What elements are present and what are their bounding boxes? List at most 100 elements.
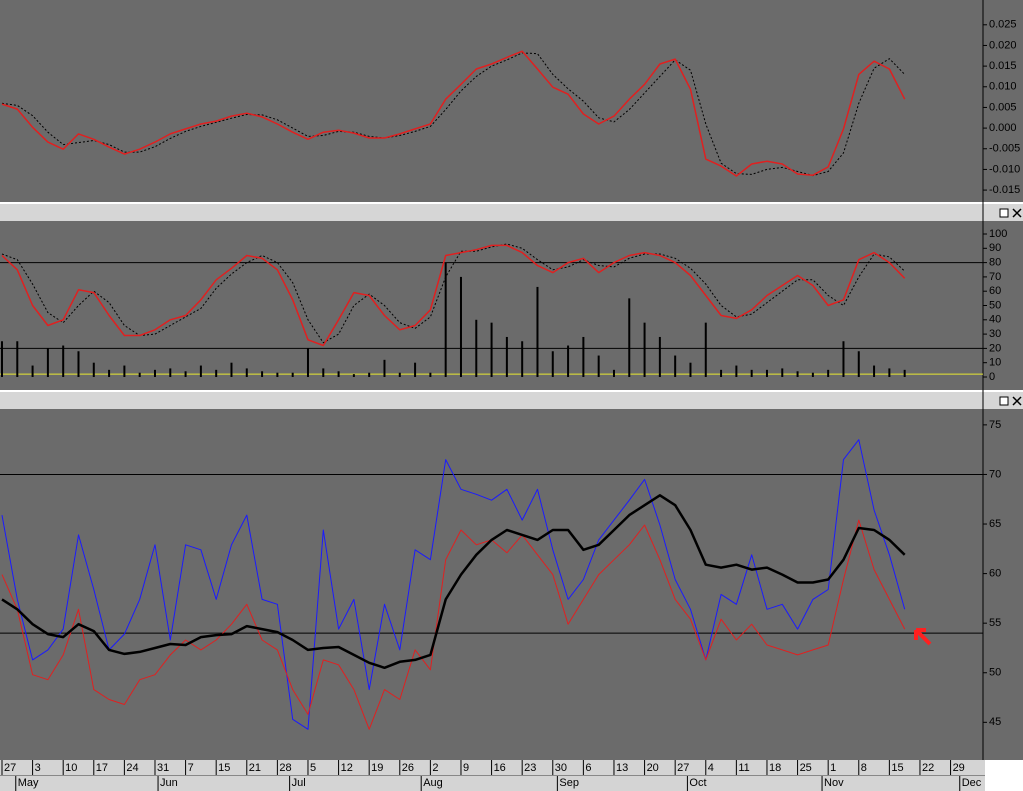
bar	[398, 372, 401, 377]
series-line	[1, 243, 906, 344]
maximize-button[interactable]	[999, 396, 1009, 406]
maximize-button[interactable]	[999, 208, 1009, 218]
bar	[873, 365, 876, 377]
bar	[383, 359, 386, 377]
bar	[337, 371, 340, 377]
y-tick-label: 0.000	[989, 122, 1017, 134]
month-label: May	[18, 777, 39, 789]
bar	[215, 369, 218, 377]
bar	[0, 341, 3, 377]
month-label: Oct	[689, 777, 706, 789]
y-tick-label: 75	[989, 419, 1001, 431]
bar	[551, 351, 554, 377]
bar	[720, 369, 723, 377]
y-tick-label: 100	[989, 228, 1007, 240]
bar	[582, 336, 585, 377]
bar	[184, 371, 187, 377]
bar	[138, 372, 141, 377]
close-button[interactable]	[1012, 396, 1022, 406]
x-tick-label: 30	[555, 762, 567, 774]
y-tick-label: 0.005	[989, 101, 1017, 113]
bar	[490, 322, 493, 377]
x-tick-label: 12	[341, 762, 353, 774]
bar	[628, 298, 631, 377]
y-tick-label: -0.005	[989, 143, 1020, 155]
pane-divider	[0, 202, 1023, 221]
pointer-arrow	[914, 628, 932, 646]
bar	[306, 348, 309, 377]
corner-box	[985, 760, 1023, 791]
bar	[888, 368, 891, 377]
bar	[567, 345, 570, 377]
x-tick-label: 13	[616, 762, 628, 774]
y-tick-label: 40	[989, 314, 1001, 326]
x-tick-label: 19	[371, 762, 383, 774]
x-tick-label: 26	[402, 762, 414, 774]
x-tick-label: 25	[800, 762, 812, 774]
bar	[291, 372, 294, 377]
bar	[643, 322, 646, 377]
x-tick-label: 11	[738, 762, 749, 774]
y-tick-label: 50	[989, 667, 1001, 679]
bar	[704, 322, 707, 377]
x-tick-label: 5	[310, 762, 316, 774]
bar	[77, 351, 80, 377]
x-tick-label: 7	[188, 762, 194, 774]
y-tick-label: 10	[989, 357, 1001, 369]
x-tick-label: 10	[65, 762, 77, 774]
x-tick-label: 24	[126, 762, 138, 774]
bar	[689, 362, 692, 377]
month-label: Aug	[423, 777, 443, 789]
y-tick-label: 60	[989, 568, 1001, 580]
bar	[781, 368, 784, 377]
x-tick-label: 23	[524, 762, 536, 774]
y-tick-label: 0.010	[989, 81, 1017, 93]
bar	[46, 348, 49, 377]
bar	[31, 365, 34, 377]
bar	[459, 276, 462, 377]
bar	[16, 341, 19, 377]
y-tick-label: 90	[989, 242, 1001, 254]
bar	[612, 369, 615, 377]
y-tick-label: 55	[989, 617, 1001, 629]
bar	[276, 372, 279, 377]
month-label: Jul	[292, 777, 306, 789]
x-tick-label: 16	[494, 762, 506, 774]
x-tick-label: 31	[157, 762, 169, 774]
bar	[796, 371, 799, 377]
x-tick-label: 4	[708, 762, 714, 774]
y-tick-label: 70	[989, 271, 1001, 283]
y-tick-label: 70	[989, 468, 1001, 480]
bar	[475, 319, 478, 377]
separator-2	[0, 390, 1023, 409]
y-tick-label: 0.025	[989, 19, 1017, 31]
bar	[322, 368, 325, 377]
bar	[903, 369, 906, 377]
series-line	[1, 494, 906, 670]
separator-1	[0, 202, 1023, 221]
bar	[199, 365, 202, 377]
x-tick-label: 18	[769, 762, 781, 774]
y-tick-label: 20	[989, 342, 1001, 354]
bar	[505, 336, 508, 377]
month-label: Jun	[160, 777, 178, 789]
y-tick-label: -0.010	[989, 163, 1020, 175]
x-tick-label: 29	[953, 762, 965, 774]
bar	[429, 372, 432, 377]
y-tick-label: 65	[989, 518, 1001, 530]
x-tick-label: 27	[677, 762, 689, 774]
y-tick-label: 30	[989, 328, 1001, 340]
x-tick-label: 22	[922, 762, 934, 774]
x-tick-label: 9	[463, 762, 469, 774]
bar	[261, 371, 264, 377]
bar	[153, 369, 156, 377]
x-tick-label: 20	[647, 762, 659, 774]
bar	[169, 368, 172, 377]
bar	[521, 341, 524, 377]
month-label: Nov	[824, 777, 844, 789]
close-button[interactable]	[1012, 208, 1022, 218]
series-line	[1, 244, 906, 347]
y-tick-label: 45	[989, 716, 1001, 728]
x-tick-label: 15	[891, 762, 903, 774]
